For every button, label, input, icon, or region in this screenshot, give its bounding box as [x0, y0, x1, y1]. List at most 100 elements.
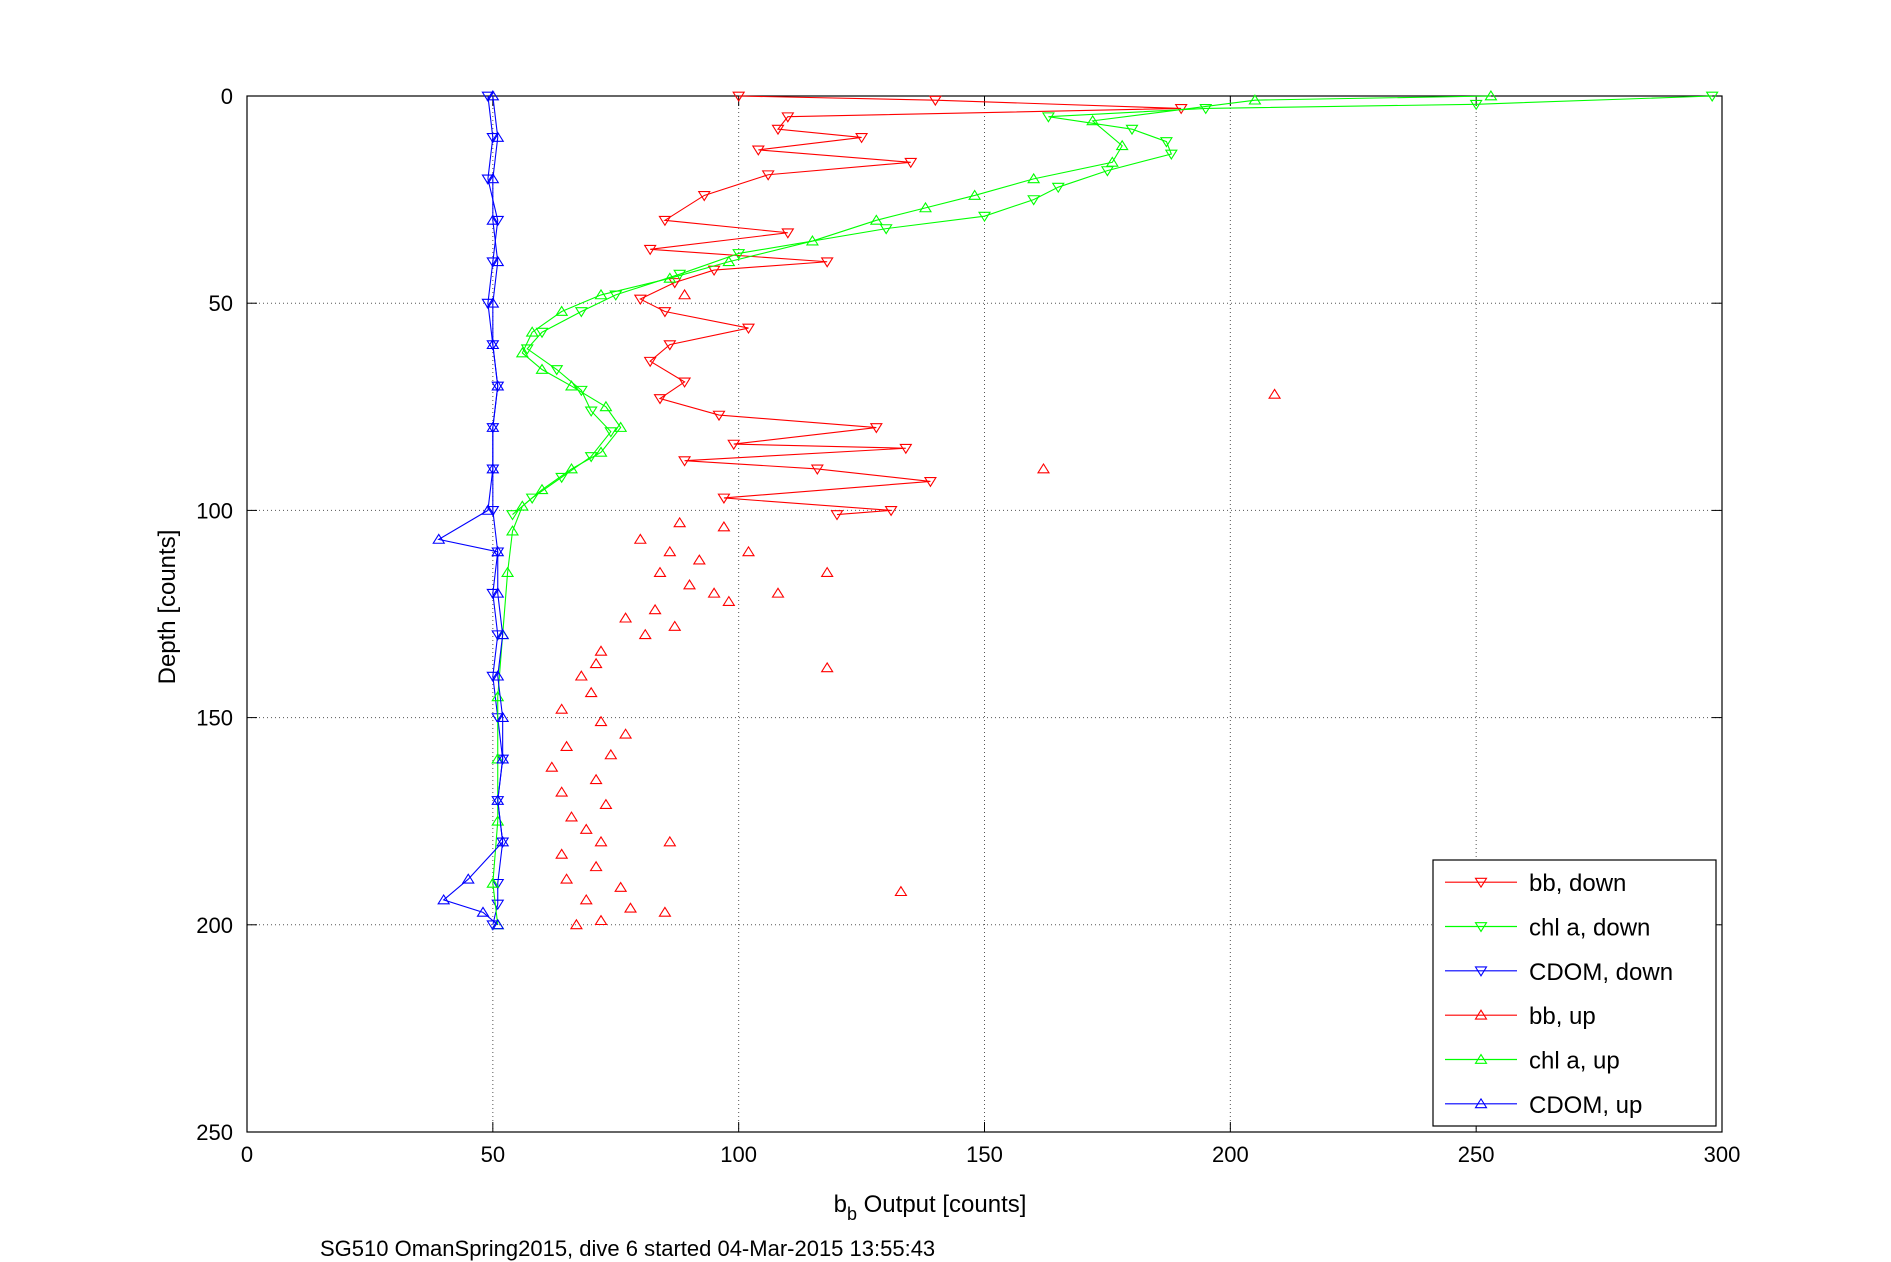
- legend-label: chl a, down: [1529, 915, 1650, 942]
- data-point: [496, 835, 510, 847]
- data-point: [584, 406, 598, 417]
- data-point: [751, 145, 765, 156]
- data-point: [486, 297, 500, 308]
- data-point: [535, 483, 549, 495]
- data-point: [506, 525, 519, 536]
- data-point: [683, 579, 696, 590]
- data-point: [491, 630, 505, 641]
- y-tick-label: 250: [196, 1120, 233, 1145]
- data-point: [742, 545, 755, 557]
- data-point: [565, 380, 578, 391]
- data-point: [928, 95, 942, 107]
- legend-marker: [1474, 1009, 1488, 1020]
- series-line: [492, 95, 1491, 925]
- data-point: [1100, 166, 1114, 177]
- data-point: [486, 877, 500, 888]
- data-point: [619, 612, 633, 623]
- data-point: [732, 91, 746, 102]
- data-point: [884, 505, 898, 517]
- data-point: [491, 878, 505, 890]
- data-point: [820, 661, 834, 673]
- data-point: [491, 545, 505, 557]
- data-point: [633, 294, 647, 306]
- data-point: [481, 504, 495, 515]
- data-point: [1051, 182, 1065, 194]
- data-point: [584, 686, 598, 698]
- data-point: [653, 394, 667, 405]
- legend-label: CDOM, up: [1529, 1092, 1642, 1119]
- data-point: [1115, 139, 1129, 151]
- data-point: [594, 914, 608, 926]
- data-point: [555, 305, 569, 316]
- data-point: [663, 340, 677, 351]
- legend-marker: [1474, 1097, 1488, 1109]
- data-point: [476, 906, 490, 917]
- series-3: [545, 288, 1282, 930]
- data-point: [594, 288, 608, 300]
- data-point: [545, 761, 559, 772]
- data-point: [535, 327, 549, 339]
- data-point: [569, 918, 583, 930]
- data-point: [486, 90, 500, 101]
- data-point: [722, 595, 736, 606]
- data-point: [525, 493, 539, 504]
- series-4: [486, 90, 1498, 930]
- data-point: [579, 893, 593, 905]
- data-point: [1248, 94, 1262, 105]
- data-point: [486, 671, 500, 683]
- data-point: [771, 124, 785, 136]
- data-point: [491, 547, 505, 558]
- data-point: [481, 91, 495, 102]
- data-point: [638, 628, 652, 640]
- legend-marker: [1474, 966, 1488, 977]
- x-tick-label: 250: [1458, 1142, 1495, 1167]
- y-tick-label: 100: [196, 498, 233, 523]
- data-point: [565, 811, 578, 822]
- data-point: [619, 728, 633, 739]
- y-axis-label: Depth [counts]: [154, 530, 181, 685]
- data-point: [496, 628, 510, 640]
- data-point: [594, 835, 608, 847]
- data-point: [663, 545, 677, 557]
- data-point: [717, 520, 731, 532]
- legend-label: bb, up: [1529, 1003, 1596, 1030]
- data-point: [486, 588, 500, 600]
- data-point: [1037, 462, 1050, 474]
- data-point: [486, 421, 500, 432]
- data-point: [550, 365, 564, 376]
- data-point: [614, 881, 628, 892]
- data-point: [727, 439, 741, 451]
- data-point: [869, 214, 883, 225]
- legend-box: [1432, 859, 1717, 1127]
- data-point: [658, 906, 672, 917]
- data-point: [643, 244, 657, 256]
- data-point: [486, 338, 500, 350]
- data-point: [658, 215, 672, 227]
- data-point: [555, 786, 569, 797]
- data-point: [584, 452, 598, 463]
- data-point: [486, 172, 500, 184]
- data-point: [486, 214, 500, 225]
- x-tick-label: 200: [1212, 1142, 1249, 1167]
- data-point: [1125, 124, 1139, 136]
- data-point: [515, 500, 529, 511]
- data-point: [978, 211, 991, 223]
- data-point: [678, 456, 692, 467]
- data-point: [624, 902, 637, 913]
- data-point: [697, 191, 711, 202]
- data-point: [707, 587, 721, 598]
- series-line: [639, 95, 1182, 516]
- x-axis-label: bb Output [counts]: [834, 1191, 1027, 1224]
- data-point: [515, 346, 529, 358]
- data-point: [761, 170, 775, 181]
- data-point: [525, 326, 539, 337]
- data-point: [491, 587, 505, 598]
- data-point: [894, 885, 908, 897]
- y-tick-label: 200: [196, 913, 233, 938]
- data-point: [1027, 172, 1041, 184]
- y-tick-label: 50: [209, 291, 233, 316]
- data-point: [574, 670, 588, 681]
- data-point: [565, 462, 578, 474]
- data-point: [1041, 112, 1055, 123]
